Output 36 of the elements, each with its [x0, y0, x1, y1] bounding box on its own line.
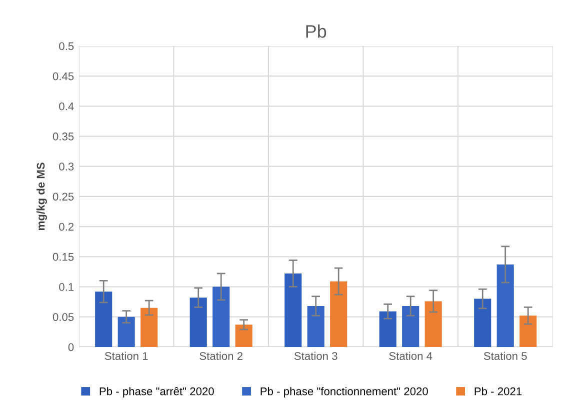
bar	[118, 316, 135, 347]
x-tick-label: Station 4	[389, 352, 432, 360]
bar	[474, 298, 492, 347]
x-tick-label: Station 3	[294, 352, 338, 360]
bar	[307, 306, 324, 347]
bar	[190, 298, 207, 347]
bar	[95, 292, 112, 347]
legend-label: Pb - 2021	[474, 387, 522, 396]
legend-label: Pb - phase "arrêt" 2020	[100, 387, 214, 398]
y-tick-label: 0.25	[52, 192, 74, 201]
y-axis-title: mg/kg de MS	[36, 162, 47, 230]
y-tick-label: 0.15	[52, 252, 74, 261]
bar	[402, 306, 420, 347]
y-tick-label: 0.1	[59, 283, 74, 291]
y-tick-label: 0.3	[59, 162, 74, 170]
y-tick-label: 0.4	[59, 102, 74, 110]
bar	[140, 308, 158, 347]
chart-title: Pb	[306, 24, 326, 38]
x-tick-label: Station 2	[200, 352, 242, 360]
bar	[496, 264, 514, 347]
y-tick-label: 0	[68, 343, 74, 352]
bar	[520, 316, 537, 347]
bar	[212, 286, 230, 347]
y-tick-label: 0.5	[59, 42, 74, 50]
x-tick-label: Station 5	[484, 352, 527, 360]
bar	[424, 301, 442, 347]
bar	[235, 324, 252, 347]
y-tick-label: 0.2	[59, 222, 74, 231]
legend-label: Pb - phase "fonctionnement" 2020	[260, 387, 428, 398]
bar	[379, 311, 396, 347]
y-tick-label: 0.35	[52, 132, 74, 140]
y-tick-label: 0.05	[52, 313, 74, 321]
x-tick-label: Station 1	[104, 352, 148, 360]
bar	[330, 281, 348, 347]
y-tick-label: 0.45	[52, 72, 74, 80]
bar	[284, 274, 302, 347]
